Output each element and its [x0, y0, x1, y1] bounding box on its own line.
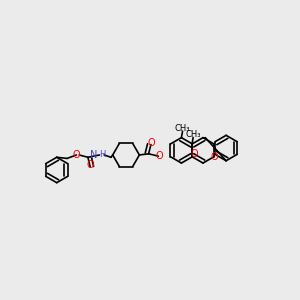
Text: O: O	[210, 152, 218, 162]
Text: O: O	[190, 149, 198, 159]
Text: N: N	[90, 150, 97, 160]
Text: O: O	[73, 150, 80, 160]
Text: CH₃: CH₃	[185, 130, 201, 139]
Text: CH₃: CH₃	[175, 124, 190, 133]
Text: O: O	[147, 138, 155, 148]
Text: H: H	[100, 151, 106, 160]
Text: O: O	[86, 160, 94, 170]
Text: O: O	[156, 151, 163, 161]
